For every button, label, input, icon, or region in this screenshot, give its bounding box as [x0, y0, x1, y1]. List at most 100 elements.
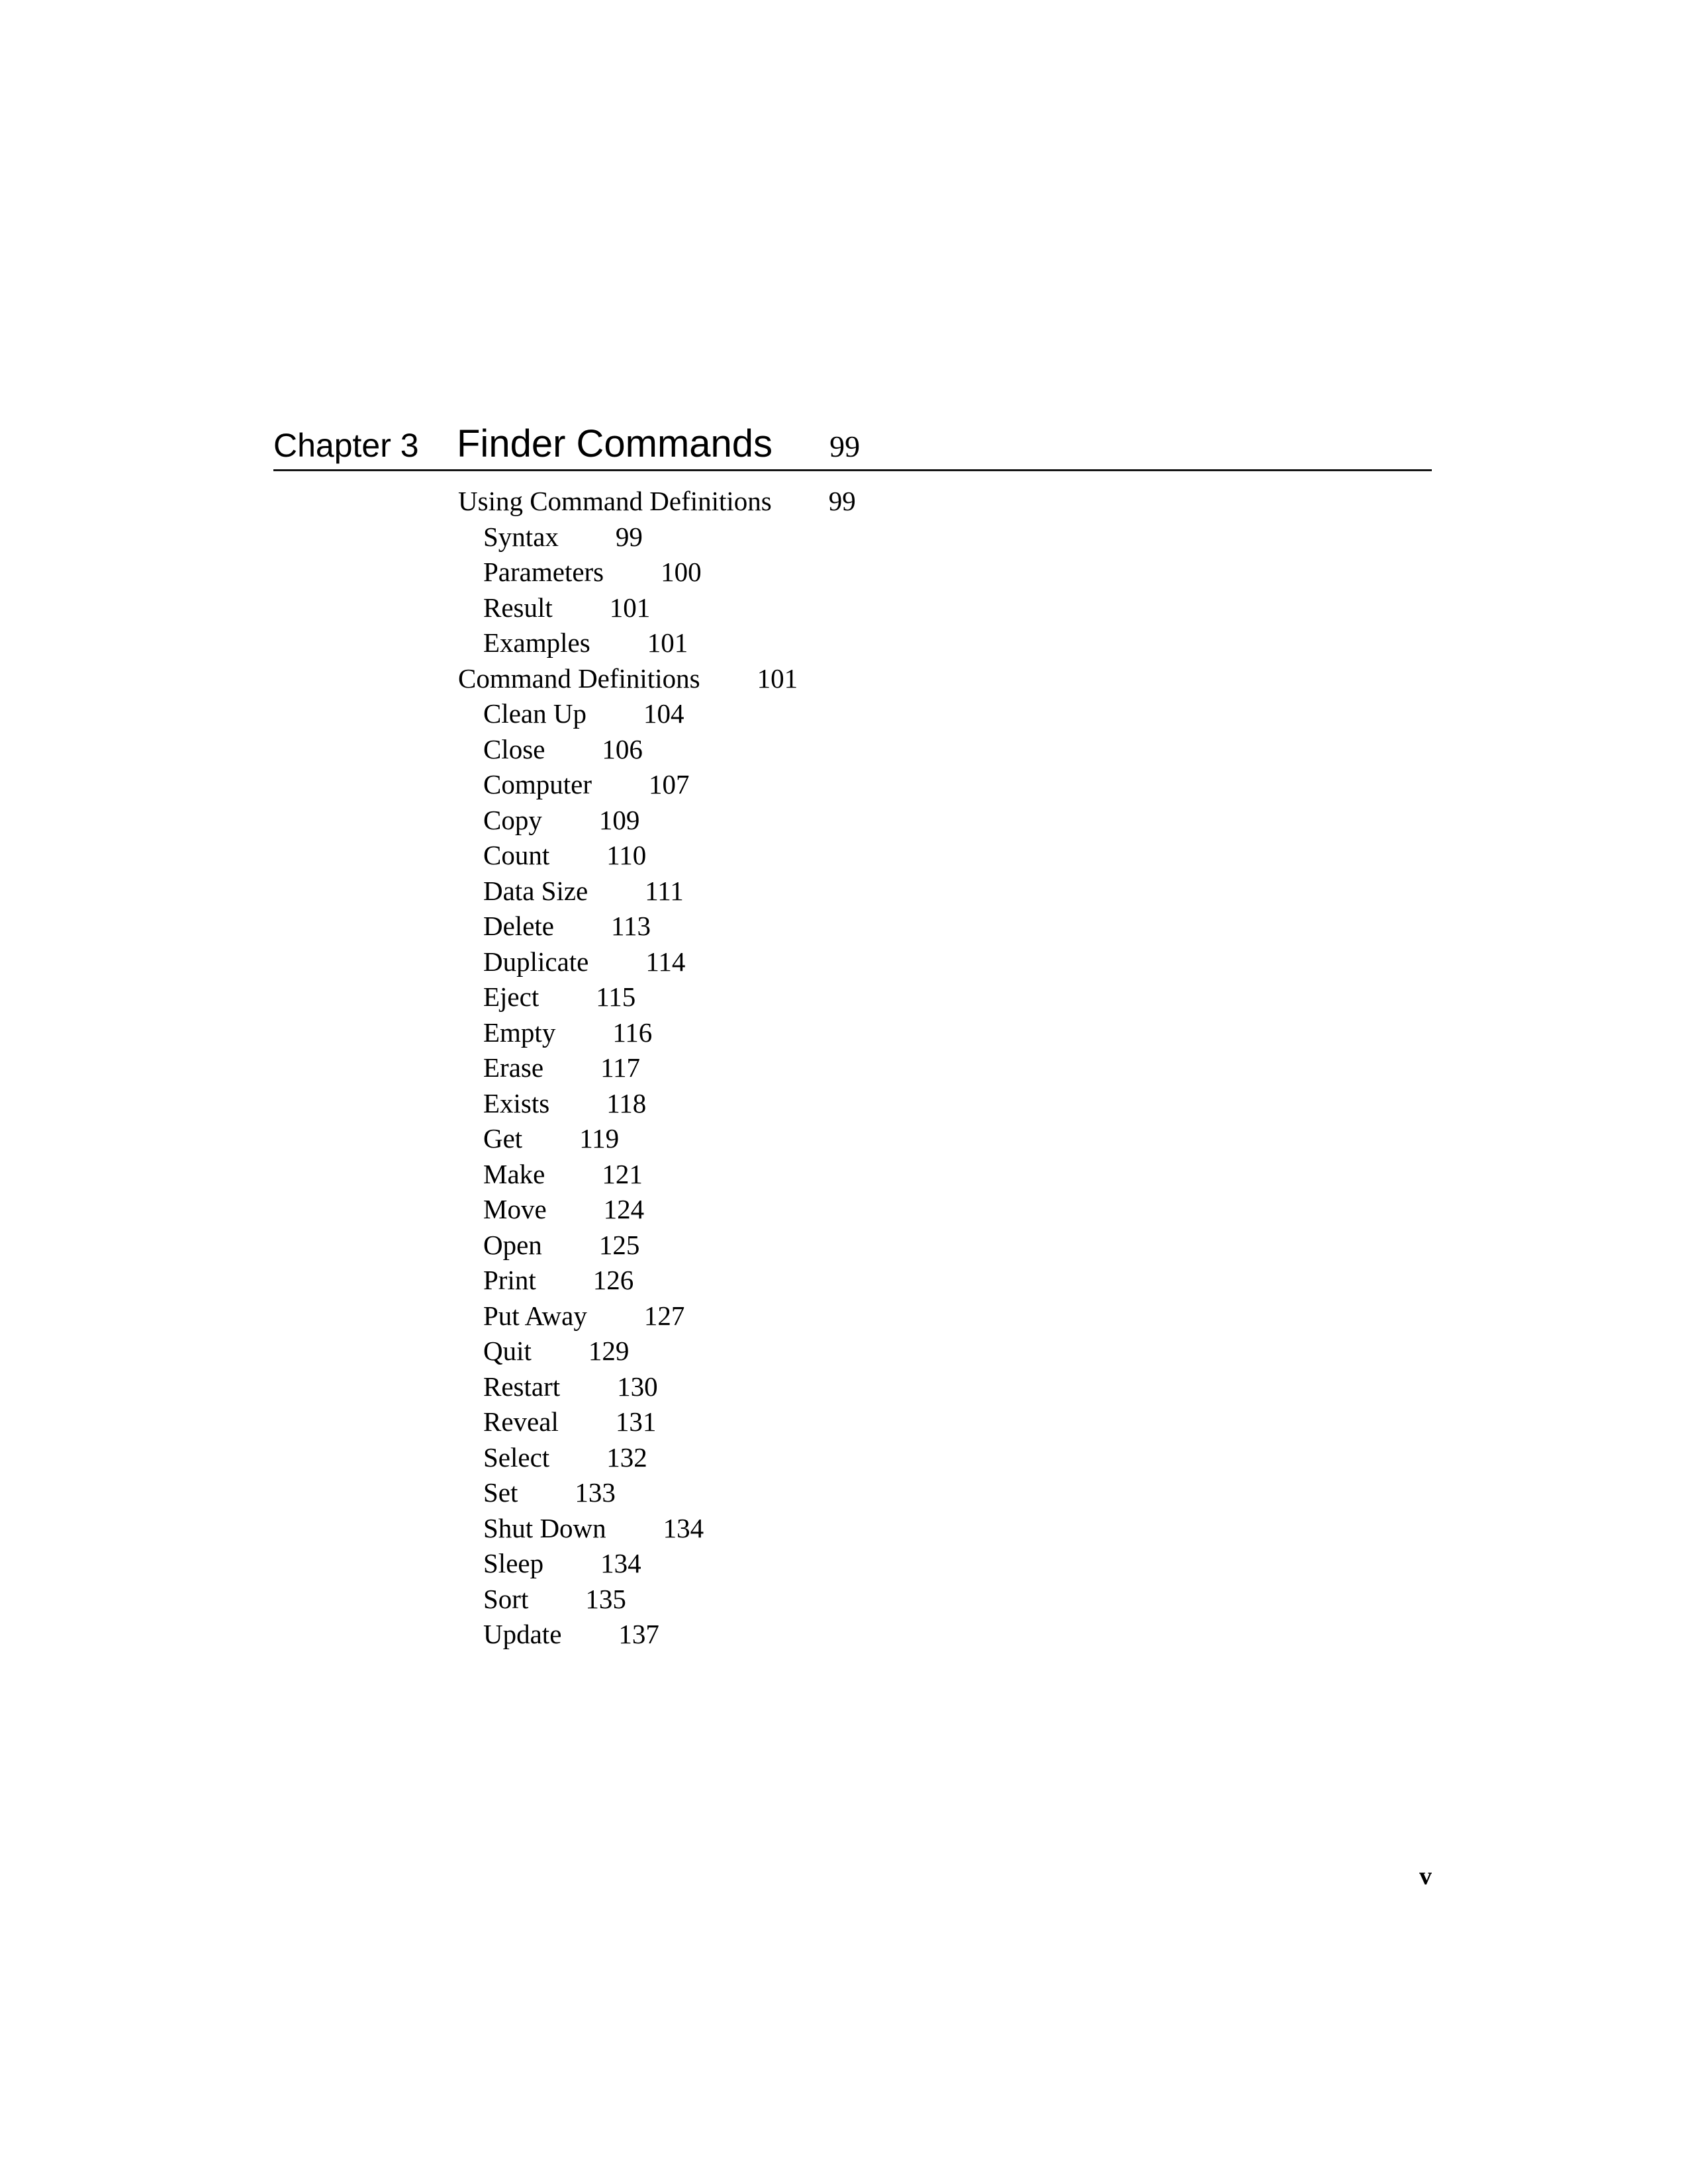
toc-entry[interactable]: Count 110 [458, 838, 856, 874]
toc-entry-label: Shut Down [483, 1512, 606, 1543]
toc-entry-page-number: 104 [643, 698, 684, 729]
toc-entry-label: Delete [483, 911, 554, 941]
toc-entry-page-number: 100 [661, 557, 702, 587]
page-number-folio: v [1419, 1862, 1432, 1890]
toc-entry-label: Empty [483, 1017, 556, 1048]
toc-entry[interactable]: Using Command Definitions 99 [458, 484, 856, 520]
toc-entry-page-number: 131 [615, 1406, 657, 1437]
toc-list: Using Command Definitions 99 Syntax 99 Par… [458, 484, 856, 1653]
toc-entry-label: Using Command Definitions [458, 486, 772, 516]
toc-entry-page-number: 101 [647, 627, 688, 658]
chapter-label: Chapter 3 [273, 427, 419, 464]
toc-entry[interactable]: Open 125 [458, 1228, 856, 1263]
toc-entry-label: Get [483, 1123, 523, 1154]
toc-entry-label: Update [483, 1619, 562, 1649]
toc-entry-page-number: 99 [615, 521, 643, 552]
toc-entry-label: Data Size [483, 875, 588, 906]
toc-entry-label: Command Definitions [458, 662, 700, 694]
toc-entry-page-number: 134 [663, 1512, 704, 1543]
toc-entry[interactable]: Syntax 99 [458, 520, 856, 555]
toc-entry-page-number: 118 [606, 1087, 647, 1118]
chapter-heading: Chapter 3 Finder Commands 99 [273, 425, 860, 463]
toc-entry-label: Eject [483, 981, 539, 1012]
toc-entry[interactable]: Reveal 131 [458, 1404, 856, 1440]
toc-entry[interactable]: Sort 135 [458, 1582, 856, 1617]
chapter-start-page-number: 99 [829, 430, 861, 463]
toc-entry-label: Result [483, 592, 553, 623]
toc-entry[interactable]: Result 101 [458, 590, 856, 626]
toc-entry-page-number: 113 [610, 911, 651, 941]
toc-entry[interactable]: Parameters 100 [458, 555, 856, 590]
toc-entry-label: Put Away [483, 1300, 587, 1331]
toc-entry-page-number: 124 [603, 1194, 645, 1224]
toc-entry[interactable]: Print 126 [458, 1263, 856, 1298]
toc-entry-label: Computer [483, 769, 592, 799]
toc-entry-page-number: 133 [575, 1477, 616, 1508]
toc-entry[interactable]: Copy 109 [458, 803, 856, 839]
toc-entry[interactable]: Set 133 [458, 1475, 856, 1511]
toc-entry-label: Exists [483, 1087, 550, 1118]
toc-entry[interactable]: Empty 116 [458, 1015, 856, 1051]
toc-entry-label: Make [483, 1158, 545, 1189]
toc-entry-page-number: 109 [598, 804, 640, 835]
toc-entry-page-number: 127 [643, 1300, 685, 1331]
toc-entry-page-number: 114 [645, 946, 686, 977]
toc-entry-label: Open [483, 1229, 542, 1260]
toc-entry-page-number: 121 [602, 1158, 643, 1189]
toc-entry-label: Sort [483, 1583, 529, 1614]
toc-entry[interactable]: Eject 115 [458, 979, 856, 1015]
toc-entry-label: Count [483, 840, 550, 870]
toc-entry[interactable]: Computer 107 [458, 767, 856, 803]
toc-entry-page-number: 117 [600, 1052, 641, 1083]
toc-entry[interactable]: Move 124 [458, 1192, 856, 1228]
toc-entry-page-number: 135 [585, 1583, 626, 1614]
toc-entry-page-number: 110 [606, 840, 647, 870]
toc-entry[interactable]: Make 121 [458, 1157, 856, 1193]
toc-entry-label: Examples [483, 627, 590, 658]
toc-entry[interactable]: Close 106 [458, 732, 856, 768]
toc-entry[interactable]: Erase 117 [458, 1050, 856, 1086]
toc-entry-page-number: 125 [598, 1229, 640, 1260]
toc-entry[interactable]: Duplicate 114 [458, 944, 856, 980]
toc-entry[interactable]: Restart 130 [458, 1369, 856, 1405]
toc-entry[interactable]: Delete 113 [458, 909, 856, 944]
toc-entry-label: Reveal [483, 1406, 559, 1437]
toc-entry[interactable]: Get 119 [458, 1121, 856, 1157]
toc-entry-page-number: 137 [618, 1619, 659, 1649]
chapter-title: Finder Commands [457, 422, 773, 465]
toc-entry-label: Restart [483, 1371, 561, 1402]
toc-entry-page-number: 99 [828, 486, 856, 516]
toc-entry-page-number: 119 [579, 1123, 620, 1154]
toc-entry[interactable]: Sleep 134 [458, 1546, 856, 1582]
toc-entry-page-number: 101 [609, 592, 651, 623]
toc-entry-label: Close [483, 733, 545, 764]
toc-entry[interactable]: Shut Down 134 [458, 1511, 856, 1547]
toc-entry[interactable]: Command Definitions 101 [458, 661, 856, 697]
toc-entry-label: Quit [483, 1336, 532, 1366]
toc-entry-page-number: 129 [588, 1336, 630, 1366]
toc-entry-label: Parameters [483, 557, 604, 587]
toc-entry-label: Move [483, 1194, 547, 1224]
toc-entry-label: Erase [483, 1052, 544, 1083]
toc-entry-label: Syntax [483, 521, 559, 552]
toc-entry-page-number: 130 [617, 1371, 658, 1402]
toc-entry[interactable]: Clean Up 104 [458, 696, 856, 732]
toc-entry-label: Clean Up [483, 698, 586, 729]
toc-entry[interactable]: Data Size 111 [458, 874, 856, 909]
toc-entry-page-number: 115 [596, 981, 636, 1012]
toc-entry-label: Duplicate [483, 946, 589, 977]
toc-entry-page-number: 111 [645, 875, 684, 906]
toc-entry-page-number: 107 [648, 769, 690, 799]
toc-entry-label: Select [483, 1441, 550, 1473]
toc-entry[interactable]: Put Away 127 [458, 1298, 856, 1334]
toc-entry[interactable]: Update 137 [458, 1617, 856, 1653]
toc-entry[interactable]: Exists 118 [458, 1086, 856, 1122]
toc-entry-page-number: 134 [600, 1548, 641, 1578]
toc-entry-label: Print [483, 1265, 536, 1295]
toc-entry-page-number: 106 [602, 733, 643, 764]
toc-entry[interactable]: Examples 101 [458, 625, 856, 661]
toc-entry-page-number: 116 [612, 1017, 653, 1048]
toc-entry[interactable]: Quit 129 [458, 1334, 856, 1369]
toc-entry[interactable]: Select 132 [458, 1440, 856, 1476]
